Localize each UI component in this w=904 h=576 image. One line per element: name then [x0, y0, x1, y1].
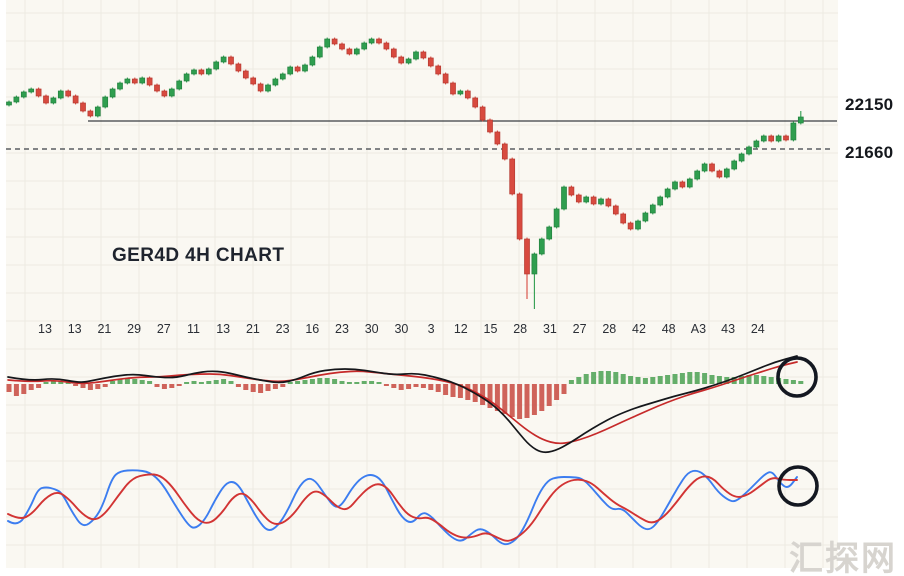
highlight-annotations [776, 356, 819, 507]
svg-text:15: 15 [484, 322, 498, 336]
svg-text:21: 21 [97, 322, 111, 336]
svg-text:27: 27 [573, 322, 587, 336]
candlestick-panel [6, 37, 804, 309]
svg-text:27: 27 [157, 322, 171, 336]
svg-text:24: 24 [751, 322, 765, 336]
svg-text:48: 48 [662, 322, 676, 336]
svg-text:30: 30 [394, 322, 408, 336]
x-axis-labels: 13 13 21 29 27 11 13 21 23 16 23 30 30 3 12 15 28 31 27 28 4… [38, 322, 765, 336]
svg-text:42: 42 [632, 322, 646, 336]
highlight-circle-2 [777, 465, 819, 507]
svg-text:21: 21 [246, 322, 260, 336]
svg-text:13: 13 [38, 322, 52, 336]
svg-text:16: 16 [305, 322, 319, 336]
svg-text:13: 13 [68, 322, 82, 336]
macd-main-line [7, 355, 798, 454]
stochastic-k-line [7, 469, 798, 546]
svg-text:23: 23 [335, 322, 349, 336]
price-levels [6, 120, 837, 150]
svg-text:3: 3 [428, 322, 435, 336]
svg-text:28: 28 [513, 322, 527, 336]
svg-text:12: 12 [454, 322, 468, 336]
chart-title: GER4D 4H CHART [112, 245, 285, 266]
svg-text:29: 29 [127, 322, 141, 336]
svg-text:43: 43 [721, 322, 735, 336]
svg-text:13: 13 [216, 322, 230, 336]
chart-background [6, 0, 838, 568]
highlight-circle-1 [776, 356, 818, 398]
price-level-label-upper: 22150 [845, 95, 894, 114]
grid-lines [6, 0, 838, 568]
watermark-text: 汇探网 [789, 539, 897, 576]
svg-text:28: 28 [602, 322, 616, 336]
macd-panel [6, 355, 804, 454]
svg-text:31: 31 [543, 322, 557, 336]
svg-text:A3: A3 [691, 322, 706, 336]
stochastic-panel [7, 469, 798, 546]
svg-text:30: 30 [365, 322, 379, 336]
macd-signal-line [7, 361, 798, 445]
stochastic-d-line [7, 473, 798, 542]
price-level-label-lower: 21660 [845, 143, 894, 162]
svg-text:23: 23 [276, 322, 290, 336]
svg-text:11: 11 [187, 322, 200, 336]
